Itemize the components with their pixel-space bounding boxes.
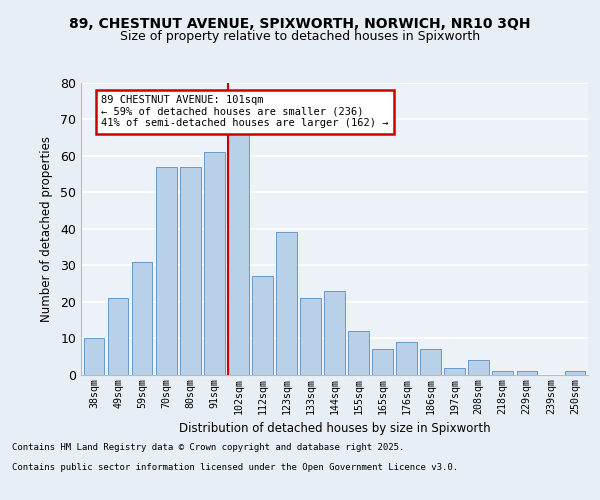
Bar [565, 372, 585, 375]
Bar [373, 350, 393, 375]
Bar [132, 262, 152, 375]
Bar [517, 372, 537, 375]
Bar [156, 166, 176, 375]
Bar [324, 291, 345, 375]
Bar [349, 331, 369, 375]
Bar [421, 350, 441, 375]
Text: Contains public sector information licensed under the Open Government Licence v3: Contains public sector information licen… [12, 462, 458, 471]
Text: 89, CHESTNUT AVENUE, SPIXWORTH, NORWICH, NR10 3QH: 89, CHESTNUT AVENUE, SPIXWORTH, NORWICH,… [69, 18, 531, 32]
Text: Contains HM Land Registry data © Crown copyright and database right 2025.: Contains HM Land Registry data © Crown c… [12, 442, 404, 452]
Bar [84, 338, 104, 375]
Bar [180, 166, 200, 375]
Bar [445, 368, 465, 375]
X-axis label: Distribution of detached houses by size in Spixworth: Distribution of detached houses by size … [179, 422, 490, 435]
Bar [204, 152, 224, 375]
Bar [397, 342, 417, 375]
Bar [300, 298, 320, 375]
Bar [228, 130, 248, 375]
Y-axis label: Number of detached properties: Number of detached properties [40, 136, 53, 322]
Bar [276, 232, 296, 375]
Bar [108, 298, 128, 375]
Text: 89 CHESTNUT AVENUE: 101sqm
← 59% of detached houses are smaller (236)
41% of sem: 89 CHESTNUT AVENUE: 101sqm ← 59% of deta… [101, 96, 389, 128]
Text: Size of property relative to detached houses in Spixworth: Size of property relative to detached ho… [120, 30, 480, 43]
Bar [252, 276, 272, 375]
Bar [469, 360, 489, 375]
Bar [493, 372, 513, 375]
